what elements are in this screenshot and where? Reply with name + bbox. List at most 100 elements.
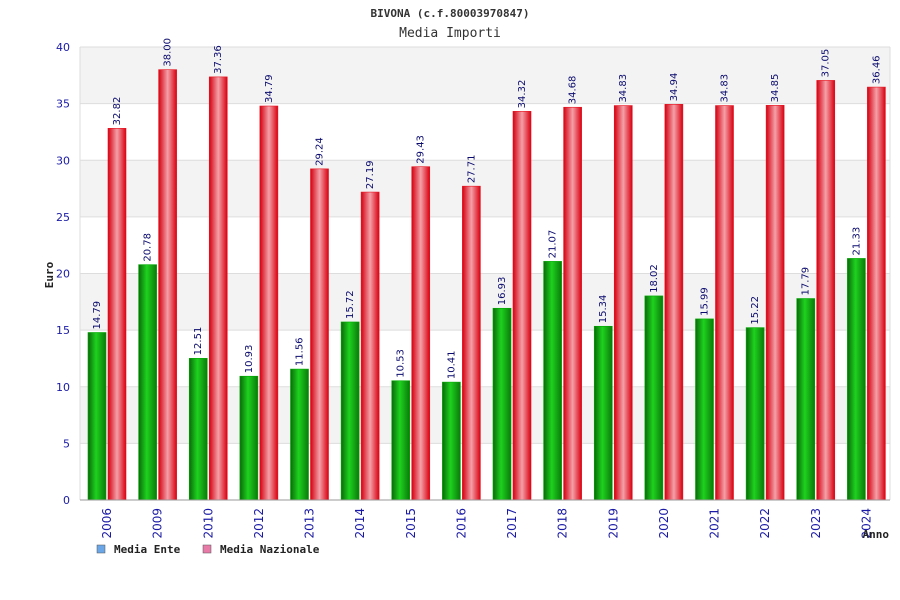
bar-media-ente-2012: [239, 375, 259, 501]
x-tick-label: 2012: [252, 508, 266, 539]
y-tick-label: 20: [56, 268, 70, 281]
data-label: 36.46: [871, 55, 882, 84]
bar-media-nazionale-2014: [360, 191, 380, 501]
bar-media-nazionale-2009: [158, 69, 177, 501]
bar-media-ente-2023: [796, 298, 816, 501]
x-tick-label: 2022: [758, 508, 772, 539]
bar-media-nazionale-2016: [462, 185, 481, 501]
x-axis-label: Anno: [863, 528, 890, 541]
data-label: 32.82: [112, 97, 123, 126]
data-label: 29.24: [315, 137, 326, 166]
legend-label-media-nazionale: Media Nazionale: [220, 543, 320, 556]
bar-media-nazionale-2023: [816, 80, 836, 501]
x-tick-label: 2023: [809, 508, 823, 539]
y-tick-label: 15: [56, 324, 70, 337]
bar-media-nazionale-2018: [563, 106, 582, 501]
x-tick-label: 2014: [353, 508, 367, 539]
y-tick-label: 0: [63, 494, 70, 507]
data-label: 34.94: [669, 73, 680, 102]
legend: Media Ente Media Nazionale: [96, 543, 320, 556]
data-label: 34.32: [517, 80, 528, 109]
data-label: 11.56: [295, 337, 306, 366]
y-tick-label: 35: [56, 98, 70, 111]
data-label: 16.93: [497, 277, 508, 306]
data-label: 21.07: [548, 230, 559, 259]
data-label: 15.72: [345, 290, 356, 319]
y-tick-label: 40: [56, 41, 70, 54]
bar-media-nazionale-2022: [765, 105, 785, 501]
data-label: 10.41: [446, 350, 457, 379]
chart-subtitle: Media Importi: [399, 26, 501, 41]
x-tick-label: 2006: [100, 508, 114, 539]
bar-media-ente-2020: [644, 295, 664, 501]
x-tick-label: 2021: [708, 508, 722, 539]
data-label: 37.36: [213, 45, 224, 74]
data-label: 38.00: [163, 38, 174, 67]
bar-media-ente-2019: [593, 325, 613, 501]
x-axis-ticks: 2006 2009 2010 2012 2013 2014 2015 2016 2017 2018…: [100, 508, 873, 539]
y-tick-label: 25: [56, 211, 70, 224]
y-tick-label: 30: [56, 154, 70, 167]
data-label: 18.02: [649, 264, 660, 293]
y-tick-label: 10: [56, 381, 70, 394]
data-label: 10.93: [244, 345, 255, 374]
bar-media-nazionale-2019: [613, 105, 633, 501]
bar-media-nazionale-2020: [664, 104, 684, 501]
data-label: 20.78: [143, 233, 154, 262]
data-label: 27.19: [365, 160, 376, 189]
bar-media-ente-2014: [340, 321, 360, 501]
data-label: 34.83: [720, 74, 731, 103]
bar-media-ente-2017: [492, 307, 512, 501]
x-tick-label: 2024: [859, 508, 873, 539]
bar-media-ente-2018: [543, 261, 562, 501]
legend-swatch-media-ente: [96, 544, 106, 554]
bar-media-ente-2021: [695, 318, 714, 501]
data-label: 15.22: [750, 296, 761, 325]
bar-media-ente-2022: [745, 327, 765, 501]
bars: [87, 69, 886, 501]
data-label: 37.05: [821, 49, 832, 78]
data-label: 15.99: [700, 287, 711, 316]
bar-media-ente-2016: [442, 381, 461, 501]
data-label: 27.71: [466, 155, 477, 184]
y-tick-label: 5: [63, 437, 70, 450]
bar-media-ente-2015: [391, 380, 411, 501]
band-7: [80, 47, 890, 104]
bar-media-ente-2010: [188, 358, 208, 501]
bar-media-ente-2013: [290, 368, 309, 501]
x-tick-label: 2020: [657, 508, 671, 539]
x-tick-label: 2010: [201, 508, 215, 539]
bar-media-ente-2009: [138, 264, 157, 501]
data-label: 21.33: [851, 227, 862, 256]
bar-media-nazionale-2013: [310, 168, 329, 501]
data-label: 12.51: [193, 327, 204, 356]
bar-media-nazionale-2012: [259, 105, 279, 501]
legend-swatch-media-nazionale: [202, 544, 212, 554]
x-tick-label: 2013: [303, 508, 317, 539]
y-axis-label: Euro: [43, 261, 56, 288]
bar-media-nazionale-2006: [107, 128, 127, 501]
bar-media-ente-2024: [847, 258, 866, 501]
data-label: 29.43: [416, 135, 427, 164]
data-labels: 14.79 20.78 12.51 10.93 11.56 15.72 10.53 10.41…: [92, 38, 882, 379]
bar-media-ente-2006: [87, 332, 107, 501]
bar-media-nazionale-2024: [867, 86, 886, 501]
x-tick-label: 2009: [151, 508, 165, 539]
bar-media-nazionale-2010: [208, 76, 228, 501]
bar-media-nazionale-2021: [715, 105, 734, 501]
x-tick-label: 2016: [454, 508, 468, 539]
data-label: 14.79: [92, 301, 103, 330]
data-label: 10.53: [396, 349, 407, 378]
bar-media-nazionale-2017: [512, 111, 532, 501]
data-label: 34.68: [568, 76, 579, 105]
chart-title: BIVONA (c.f.80003970847): [371, 7, 530, 20]
x-tick-label: 2017: [505, 508, 519, 539]
x-tick-label: 2018: [556, 508, 570, 539]
data-label: 15.34: [598, 295, 609, 324]
x-tick-label: 2019: [606, 508, 620, 539]
data-label: 17.79: [801, 267, 812, 296]
x-tick-label: 2015: [404, 508, 418, 539]
y-axis-ticks: 0 5 10 15 20 25 30 35 40: [56, 41, 70, 507]
data-label: 34.85: [770, 74, 781, 103]
